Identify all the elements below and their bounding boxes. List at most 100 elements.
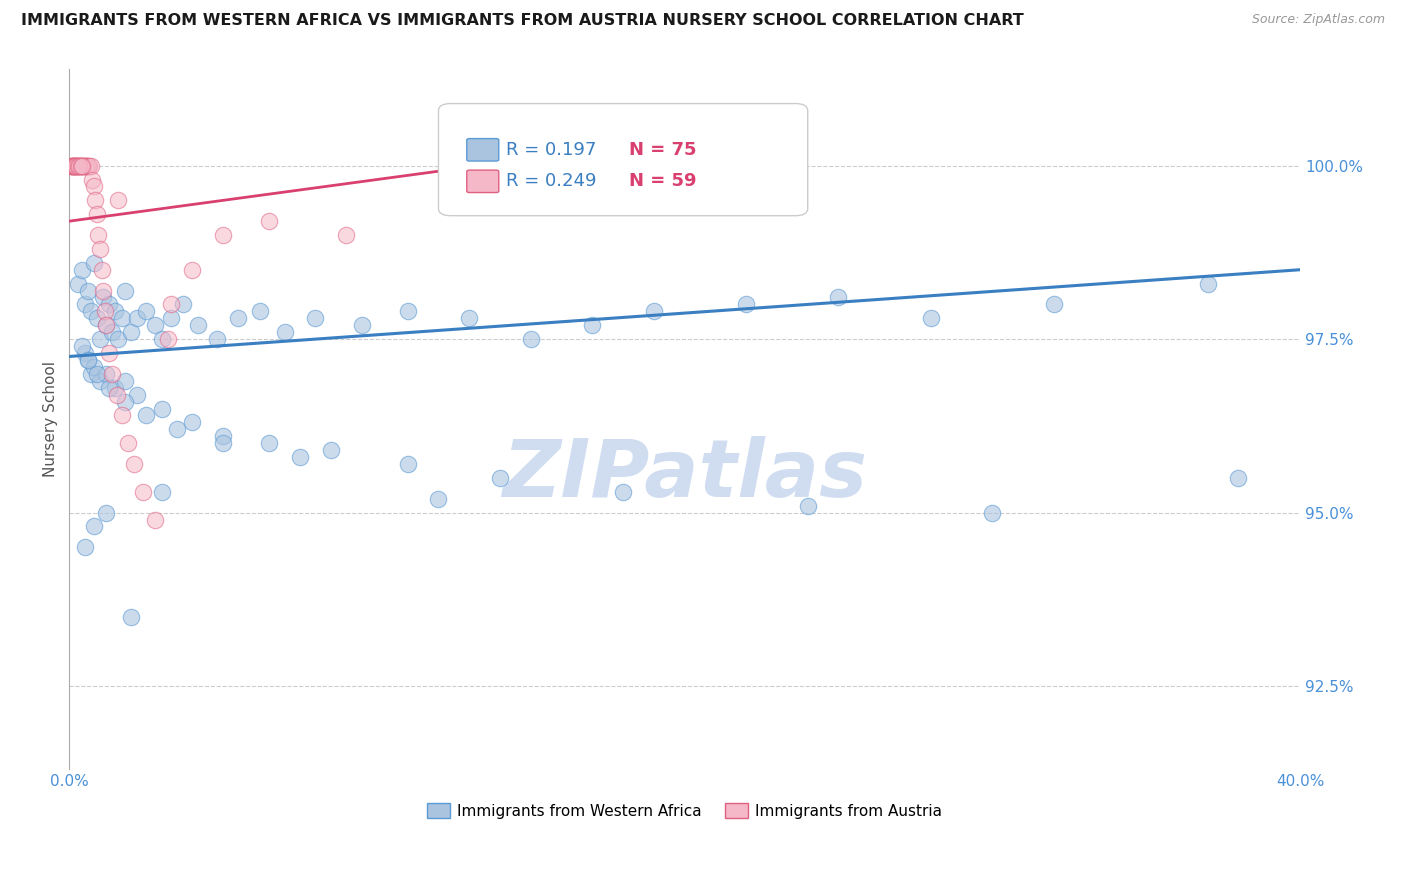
Point (73, 541, 96, 555)
Point (62, 159, 84, 173)
Point (110, 409, 132, 423)
Point (205, 332, 228, 346)
Point (125, 387, 148, 401)
Point (159, 297, 181, 311)
Point (83, 179, 105, 194)
Point (489, 471, 512, 485)
Point (257, 436, 280, 450)
Point (350, 318, 373, 333)
Point (76, 159, 98, 173)
Point (110, 311, 132, 326)
Point (59, 159, 82, 173)
Text: N = 59: N = 59 (630, 172, 697, 190)
Text: Source: ZipAtlas.com: Source: ZipAtlas.com (1251, 13, 1385, 27)
Point (796, 499, 818, 513)
Point (114, 374, 136, 388)
Point (181, 262, 204, 277)
Point (107, 332, 129, 346)
Point (96, 318, 118, 333)
Point (105, 387, 128, 401)
Point (70, 262, 93, 277)
Point (1227, 471, 1250, 485)
Text: N = 75: N = 75 (630, 141, 697, 159)
Point (91, 291, 114, 305)
Point (75, 159, 97, 173)
Point (76, 159, 98, 173)
Point (132, 484, 155, 499)
Point (145, 318, 167, 333)
Point (72, 159, 94, 173)
Point (150, 332, 173, 346)
Point (84, 194, 107, 208)
Point (458, 311, 481, 326)
Point (396, 304, 419, 318)
Point (145, 512, 167, 526)
Point (96, 367, 118, 381)
Legend: Immigrants from Western Africa, Immigrants from Austria: Immigrants from Western Africa, Immigran… (420, 797, 949, 825)
Point (73, 159, 96, 173)
Point (228, 311, 250, 326)
Point (82, 172, 104, 186)
Point (76, 353, 98, 368)
Point (581, 318, 603, 333)
Point (91, 284, 114, 298)
Point (981, 506, 1004, 520)
Point (1043, 297, 1066, 311)
Point (98, 346, 121, 360)
Text: IMMIGRANTS FROM WESTERN AFRICA VS IMMIGRANTS FROM AUSTRIA NURSERY SCHOOL CORRELA: IMMIGRANTS FROM WESTERN AFRICA VS IMMIGR… (21, 13, 1024, 29)
Point (104, 304, 127, 318)
Point (156, 332, 179, 346)
Point (304, 311, 326, 326)
Point (60, 159, 83, 173)
Point (65, 159, 87, 173)
Point (114, 394, 136, 409)
Point (89, 374, 111, 388)
Point (86, 311, 108, 326)
Point (101, 367, 124, 381)
FancyBboxPatch shape (467, 170, 499, 193)
Point (87, 228, 110, 243)
Point (98, 381, 121, 395)
Point (83, 519, 105, 533)
Point (69, 159, 91, 173)
Point (67, 277, 90, 291)
Point (612, 484, 634, 499)
Point (70, 159, 93, 173)
Point (65, 159, 87, 173)
Point (920, 311, 942, 326)
Point (120, 325, 142, 339)
Point (150, 484, 173, 499)
Point (101, 325, 124, 339)
Point (73, 346, 96, 360)
Point (187, 318, 209, 333)
Point (86, 367, 108, 381)
Point (76, 353, 98, 368)
Point (212, 429, 235, 443)
Point (70, 159, 93, 173)
Point (65, 159, 87, 173)
Point (75, 159, 97, 173)
Point (98, 297, 121, 311)
Point (73, 297, 96, 311)
FancyBboxPatch shape (439, 103, 807, 216)
Point (72, 159, 94, 173)
Point (257, 214, 280, 228)
Point (135, 304, 157, 318)
Point (69, 159, 91, 173)
Point (1197, 277, 1219, 291)
Point (80, 304, 103, 318)
Point (172, 297, 194, 311)
Point (63, 159, 86, 173)
Point (83, 359, 105, 374)
Point (735, 297, 758, 311)
Point (96, 506, 118, 520)
Text: R = 0.197: R = 0.197 (506, 141, 596, 159)
Point (114, 284, 136, 298)
Point (83, 256, 105, 270)
FancyBboxPatch shape (467, 138, 499, 161)
Point (70, 339, 93, 353)
Point (827, 291, 849, 305)
Point (166, 422, 188, 436)
Point (86, 207, 108, 221)
Point (80, 367, 103, 381)
